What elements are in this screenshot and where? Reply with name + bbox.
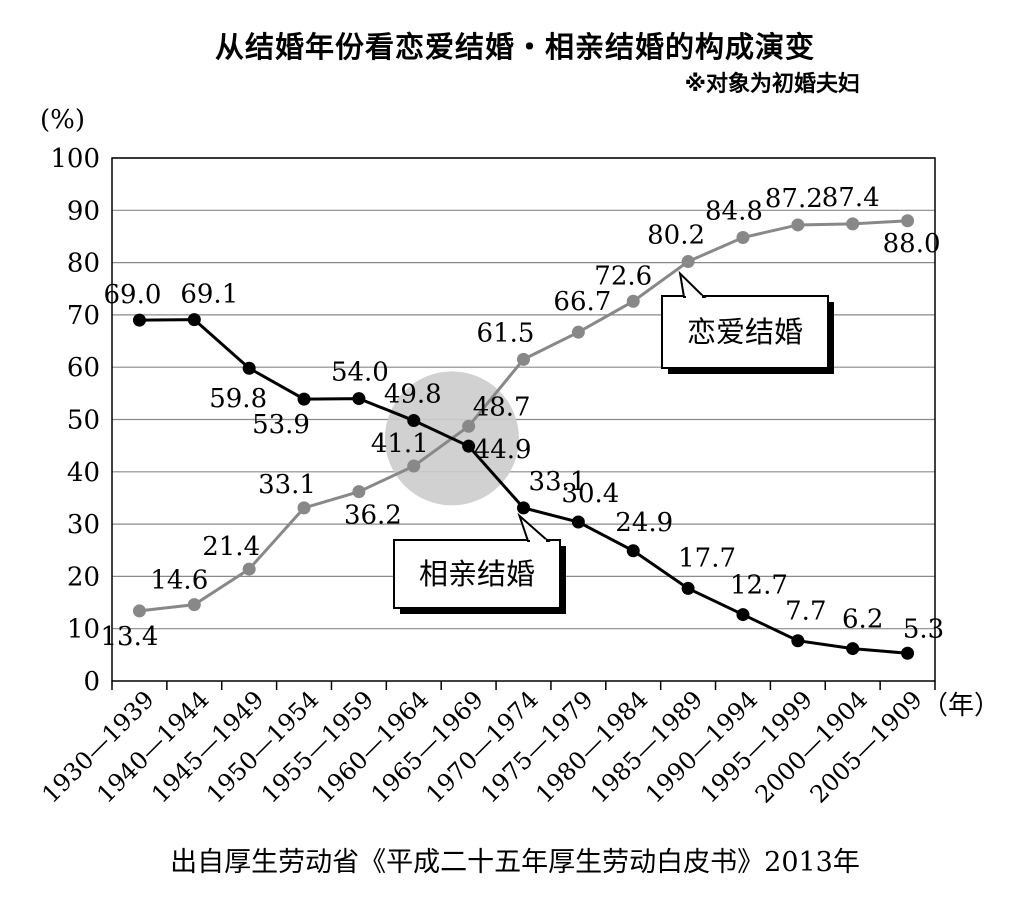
data-label: 66.7 [553,287,611,317]
data-label: 41.1 [371,429,429,459]
data-point [571,515,585,529]
data-label: 7.7 [785,597,826,627]
data-point [187,313,201,327]
data-label: 21.4 [202,532,260,562]
y-tick-label: 80 [67,249,100,279]
y-tick-labels: 0 10 20 30 40 50 60 70 80 90 100 [50,144,100,697]
data-label: 33.1 [258,470,316,500]
data-label: 88.0 [883,229,941,259]
data-label: 5.3 [903,614,944,644]
y-tick-label: 40 [67,458,100,488]
data-label: 80.2 [647,221,705,251]
data-point [407,459,421,473]
data-point [462,419,476,433]
y-tick-label: 90 [67,196,100,226]
data-point [736,608,750,622]
data-label: 61.5 [477,318,535,348]
data-label: 48.7 [473,392,531,422]
data-label: 12.7 [730,571,788,601]
data-point [462,439,476,453]
data-point [681,255,695,269]
data-label: 49.8 [384,380,442,410]
callout-tail [517,512,551,542]
y-tick-label: 50 [67,406,100,436]
data-point [571,325,585,339]
y-tick-label: 0 [83,667,100,697]
data-label: 17.7 [678,543,736,573]
data-point [407,414,421,428]
data-label: 72.6 [594,261,652,291]
callout-label: 恋爱结婚 [687,315,803,349]
chart-title: 从结婚年份看恋爱结婚・相亲结婚的构成演变 [214,30,815,64]
source-note: 出自厚生劳动省《平成二十五年厚生劳动白皮书》2013年 [170,847,860,878]
data-label: 69.1 [180,280,238,310]
data-label: 84.8 [705,196,763,226]
y-tick-label: 30 [67,510,100,540]
callout-box [661,295,829,369]
data-point [681,581,695,595]
callout: 恋爱结婚 [661,270,834,374]
data-point [517,501,530,515]
x-axis-label: （年） [922,691,1000,721]
data-label: 6.2 [842,605,883,635]
x-tick-labels: 1930—19391940—19441945—19491950—19541955… [37,685,928,808]
data-label: 59.8 [209,384,267,414]
chart-subtitle: ※对象为初婚夫妇 [684,72,860,97]
callout-tail [678,270,707,298]
data-label: 87.4 [822,183,880,213]
plot-frame [111,157,936,682]
data-point [846,217,860,231]
data-point [242,361,256,375]
data-label: 24.9 [615,508,673,538]
data-point [297,392,311,406]
data-point [352,392,366,406]
data-label: 33.1 [529,467,587,497]
callout-box [393,539,561,609]
data-point [901,214,915,228]
data-point [626,544,640,558]
data-point [132,313,146,327]
data-point [352,485,366,499]
y-axis-label: (%) [40,105,85,135]
data-point [901,646,915,660]
data-labels: 13.4 14.6 21.4 33.1 36.2 41.1 48.7 61.5 66.772.6… [100,183,944,652]
y-tick-label: 60 [67,353,100,383]
y-tick-label: 20 [67,562,100,592]
y-tick-label: 10 [67,615,100,645]
data-label: 30.4 [561,479,619,509]
data-point [791,634,805,648]
data-point [846,642,860,656]
data-label: 69.0 [103,280,161,310]
callout: 相亲结婚 [393,512,566,614]
data-point [626,294,640,308]
data-label: 87.2 [765,184,823,214]
data-point [517,352,530,366]
data-label: 14.6 [150,566,208,596]
y-tick-label: 70 [67,301,100,331]
data-label: 13.4 [100,622,158,652]
data-label: 53.9 [252,410,310,440]
series-points [132,214,915,660]
data-point [187,598,201,612]
axes [111,157,936,690]
data-label: 54.0 [331,358,389,388]
data-point [132,604,146,618]
data-label: 36.2 [344,501,402,531]
data-point [791,218,805,232]
callout-label: 相亲结婚 [419,557,535,591]
data-point [736,230,750,244]
data-point [297,501,311,515]
y-tick-label: 100 [50,144,100,174]
data-label: 44.9 [474,435,532,465]
data-point [242,562,256,576]
